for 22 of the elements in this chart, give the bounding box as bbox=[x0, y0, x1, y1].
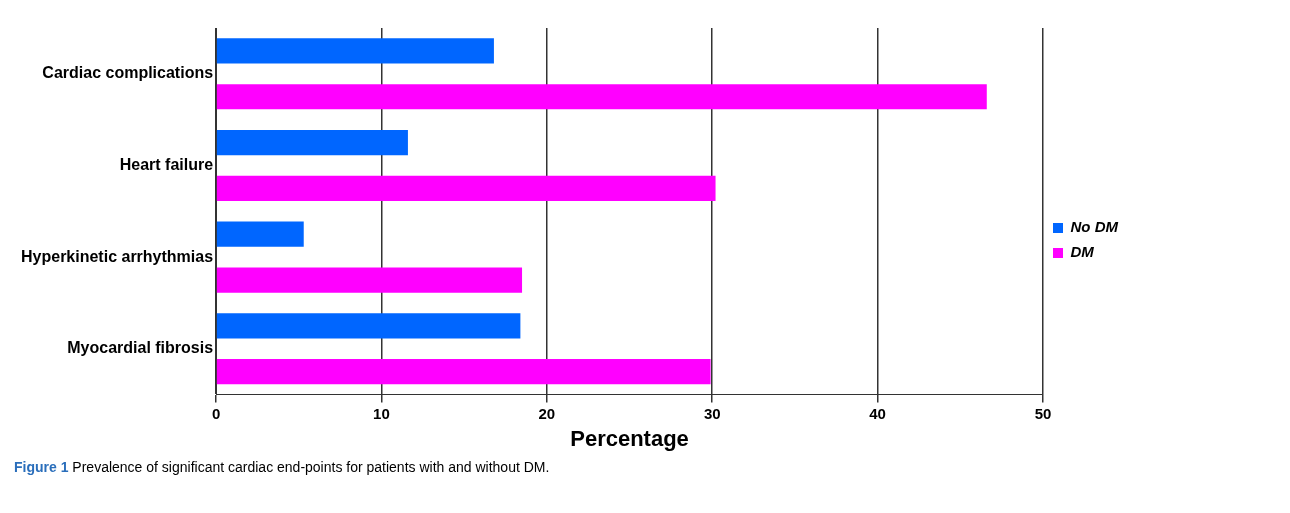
x-tick-label: 20 bbox=[538, 404, 556, 422]
legend-label: DM bbox=[1070, 243, 1095, 261]
y-tick-label: Cardiac complications bbox=[42, 64, 214, 82]
bar bbox=[216, 175, 716, 201]
x-tick-label: 40 bbox=[869, 404, 886, 422]
y-tick-label: Hyperkinetic arrhythmias bbox=[21, 247, 214, 265]
bar bbox=[216, 129, 408, 156]
bar bbox=[216, 313, 521, 339]
y-tick-label: Heart failure bbox=[119, 155, 214, 173]
x-axis-title: Percentage bbox=[570, 425, 689, 451]
legend-label: No DM bbox=[1070, 218, 1119, 236]
bar bbox=[216, 221, 304, 247]
bar bbox=[216, 38, 494, 64]
bar bbox=[216, 84, 987, 110]
x-tick-label: 30 bbox=[703, 404, 721, 422]
bar bbox=[216, 267, 523, 293]
caption: Figure 1 Prevalence of significant cardiac end-points for patients with and without DM. bbox=[14, 459, 550, 475]
x-tick-label: 50 bbox=[1034, 404, 1052, 422]
x-tick-label: 10 bbox=[373, 404, 390, 422]
bar bbox=[216, 359, 711, 385]
x-tick-label: 0 bbox=[211, 404, 221, 422]
y-tick-label: Myocardial fibrosis bbox=[67, 339, 214, 357]
